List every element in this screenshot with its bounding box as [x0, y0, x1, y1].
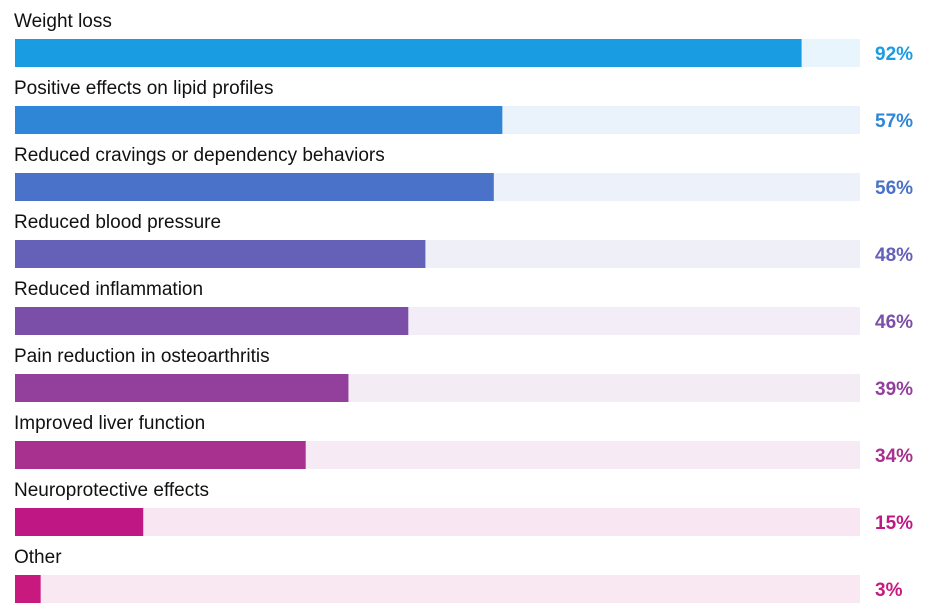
value-label: 57%	[875, 111, 913, 132]
category-label: Neuroprotective effects	[14, 480, 209, 501]
bar	[15, 39, 802, 67]
category-label: Positive effects on lipid profiles	[14, 78, 273, 99]
category-label: Weight loss	[14, 11, 112, 32]
value-label: 34%	[875, 446, 913, 467]
value-label: 46%	[875, 312, 913, 333]
bar-track	[15, 508, 860, 536]
value-label: 56%	[875, 178, 913, 199]
bar	[15, 508, 144, 536]
value-label: 39%	[875, 379, 913, 400]
category-label: Reduced cravings or dependency behaviors	[14, 145, 385, 166]
bar-track	[15, 575, 860, 603]
value-label: 15%	[875, 513, 913, 534]
category-label: Improved liver function	[14, 413, 205, 434]
value-label: 3%	[875, 580, 903, 601]
category-label: Reduced inflammation	[14, 279, 203, 300]
value-label: 48%	[875, 245, 913, 266]
bar	[15, 240, 426, 268]
category-label: Other	[14, 547, 62, 568]
value-label: 92%	[875, 44, 913, 65]
bar	[15, 307, 409, 335]
bar	[15, 106, 503, 134]
bar	[15, 441, 306, 469]
bar	[15, 173, 494, 201]
category-label: Reduced blood pressure	[14, 212, 221, 233]
category-label: Pain reduction in osteoarthritis	[14, 346, 270, 367]
bar	[15, 575, 41, 603]
bar	[15, 374, 349, 402]
